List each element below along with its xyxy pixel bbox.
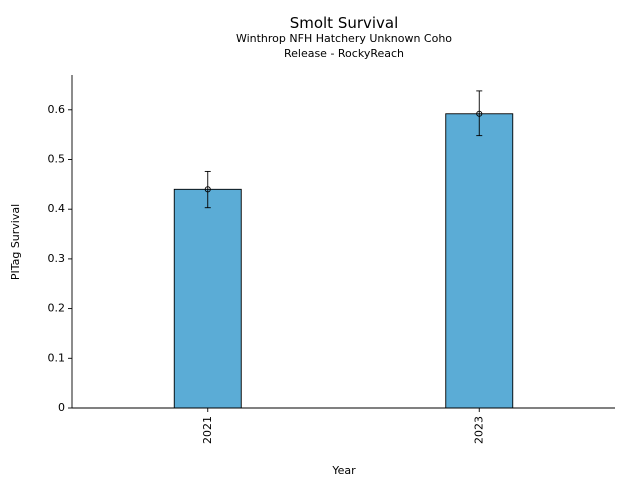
y-axis-label: PITag Survival (9, 204, 22, 280)
y-tick-label: 0.2 (48, 302, 66, 315)
y-tick-label: 0.5 (48, 152, 66, 165)
x-tick-label-2023: 2023 (472, 416, 485, 444)
point-marker-2023 (476, 110, 483, 117)
y-tick-label: 0.6 (48, 103, 66, 116)
y-tick-label: 0.4 (48, 202, 66, 215)
chart-title: Smolt Survival (290, 14, 399, 32)
x-axis-label: Year (331, 464, 356, 477)
y-tick-label: 0 (58, 401, 65, 414)
x-tick-label-2021: 2021 (201, 416, 214, 444)
bar-2021 (173, 188, 242, 409)
chart-subtitle-line-1: Winthrop NFH Hatchery Unknown Coho (236, 32, 452, 45)
y-tick-label: 0.1 (48, 351, 66, 364)
chart-subtitle-line-2: Release - RockyReach (284, 47, 404, 60)
bar-2023 (445, 113, 514, 409)
point-marker-2021 (204, 186, 211, 193)
y-tick-label: 0.3 (48, 252, 66, 265)
plot-area: 2021 2023 0 0.1 0.2 0.3 0.4 0.5 0.6 (48, 75, 615, 444)
